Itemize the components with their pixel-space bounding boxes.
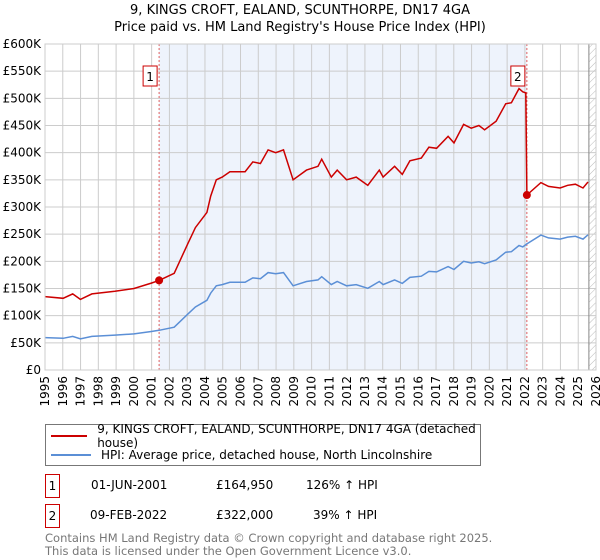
y-tick-label: £350K bbox=[3, 173, 43, 187]
transaction-date: 01-JUN-2001 bbox=[91, 478, 168, 492]
y-tick-label: £450K bbox=[3, 119, 43, 133]
sale-point bbox=[155, 276, 164, 285]
y-tick-label: £500K bbox=[3, 91, 43, 105]
legend-swatch-hpi bbox=[51, 454, 91, 456]
y-tick-label: £150K bbox=[3, 282, 43, 296]
x-tick-label: 2022 bbox=[518, 376, 532, 407]
x-tick-label: 2002 bbox=[162, 376, 176, 407]
footer: Contains HM Land Registry data © Crown c… bbox=[45, 532, 492, 558]
legend-label-property: 9, KINGS CROFT, EALAND, SCUNTHORPE, DN17… bbox=[97, 422, 476, 450]
x-tick-label: 2019 bbox=[465, 376, 479, 407]
transaction-hpi: 39% ↑ HPI bbox=[313, 508, 378, 522]
y-tick-label: £50K bbox=[10, 336, 42, 350]
y-tick-label: £0 bbox=[26, 363, 41, 377]
transaction-row: 1 01-JUN-2001 £164,950 126% ↑ HPI bbox=[45, 474, 465, 498]
legend-item-hpi: HPI: Average price, detached house, Nort… bbox=[51, 447, 432, 463]
hpi-line bbox=[44, 234, 589, 340]
x-tick-label: 2014 bbox=[376, 376, 390, 407]
x-tick-label: 2026 bbox=[589, 376, 600, 407]
y-tick-label: £600K bbox=[3, 37, 43, 51]
chart-title: 9, KINGS CROFT, EALAND, SCUNTHORPE, DN17… bbox=[130, 3, 470, 18]
x-tick-label: 2008 bbox=[269, 376, 283, 407]
transaction-number: 2 bbox=[45, 504, 60, 528]
legend: 9, KINGS CROFT, EALAND, SCUNTHORPE, DN17… bbox=[45, 422, 481, 466]
plot-border bbox=[44, 43, 597, 371]
chart-subtitle: Price paid vs. HM Land Registry's House … bbox=[114, 20, 486, 35]
x-tick-label: 2013 bbox=[358, 376, 372, 407]
x-tick-label: 2009 bbox=[287, 376, 301, 407]
legend-swatch-property bbox=[51, 435, 88, 437]
sale-label: 1 bbox=[146, 70, 154, 84]
x-tick-label: 1998 bbox=[91, 376, 105, 407]
footer-copyright: Contains HM Land Registry data © Crown c… bbox=[45, 531, 493, 545]
y-tick-label: £200K bbox=[3, 254, 43, 268]
price-chart: 1995 1996 1997 1998 1999 2000 2001 2002 2003 2004… bbox=[3, 37, 600, 407]
x-tick-label: 2016 bbox=[411, 376, 425, 407]
transaction-hpi: 126% ↑ HPI bbox=[306, 478, 378, 492]
sale-label-box bbox=[142, 65, 158, 87]
x-tick-label: 2007 bbox=[251, 376, 265, 407]
x-tick-label: 2023 bbox=[536, 376, 550, 407]
x-tick-label: 2017 bbox=[429, 376, 443, 407]
x-tick-label: 2003 bbox=[180, 376, 194, 407]
y-tick-label: £550K bbox=[3, 64, 43, 78]
sale-label-box bbox=[510, 65, 526, 87]
x-tick-label: 2010 bbox=[305, 376, 319, 407]
footer-licence: This data is licensed under the Open Gov… bbox=[45, 544, 412, 558]
x-tick-label: 1995 bbox=[38, 376, 52, 407]
x-tick-label: 2018 bbox=[447, 376, 461, 407]
legend-label-hpi: HPI: Average price, detached house, Nort… bbox=[101, 448, 433, 462]
y-tick-label: £400K bbox=[3, 146, 43, 160]
x-tick-label: 1997 bbox=[74, 376, 88, 407]
x-tick-label: 2006 bbox=[234, 376, 248, 407]
sale-point bbox=[522, 191, 531, 200]
x-tick-label: 1999 bbox=[109, 376, 123, 407]
x-tick-label: 2021 bbox=[500, 376, 514, 407]
x-tick-label: 2011 bbox=[322, 376, 336, 407]
x-tick-label: 2015 bbox=[393, 376, 407, 407]
sale-label: 2 bbox=[514, 70, 522, 84]
x-tick-label: 2005 bbox=[216, 376, 230, 407]
x-tick-label: 2012 bbox=[340, 376, 354, 407]
x-tick-label: 2001 bbox=[145, 376, 159, 407]
x-tick-label: 2020 bbox=[482, 376, 496, 407]
legend-item-property: 9, KINGS CROFT, EALAND, SCUNTHORPE, DN17… bbox=[51, 422, 480, 450]
x-tick-label: 2024 bbox=[553, 376, 567, 407]
x-tick-label: 2004 bbox=[198, 376, 212, 407]
transaction-price: £322,000 bbox=[216, 508, 274, 522]
property-price-line bbox=[44, 87, 589, 301]
transaction-row: 2 09-FEB-2022 £322,000 39% ↑ HPI bbox=[45, 504, 465, 528]
transaction-date: 09-FEB-2022 bbox=[90, 508, 168, 522]
y-tick-label: £250K bbox=[3, 227, 43, 241]
transaction-number: 1 bbox=[45, 474, 60, 498]
x-tick-label: 2025 bbox=[571, 376, 585, 407]
y-tick-label: £100K bbox=[3, 309, 43, 323]
x-tick-label: 2000 bbox=[127, 376, 141, 407]
x-tick-label: 1996 bbox=[56, 376, 70, 407]
transaction-price: £164,950 bbox=[216, 478, 274, 492]
y-tick-label: £300K bbox=[3, 200, 43, 214]
